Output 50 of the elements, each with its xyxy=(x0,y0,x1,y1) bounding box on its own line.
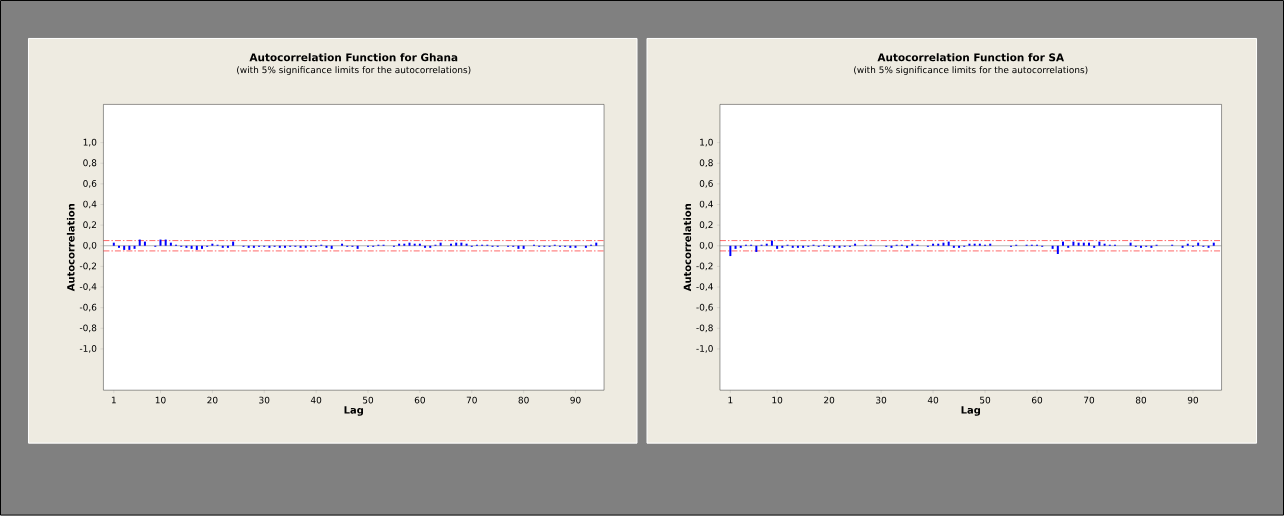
x-tick-label: 60 xyxy=(1031,396,1043,404)
y-tick-label: -0,2 xyxy=(79,262,97,271)
y-axis-title: Autocorrelation xyxy=(683,204,692,292)
y-tick-label: 1,0 xyxy=(700,138,713,147)
y-tick-label: 0,4 xyxy=(699,200,713,209)
y-tick-label: -1,0 xyxy=(79,345,97,353)
y-tick-label: 1,0 xyxy=(83,138,97,147)
x-tick-label: 10 xyxy=(772,396,783,404)
y-tick-label: 0,8 xyxy=(699,159,713,168)
x-tick-label: 10 xyxy=(155,396,166,404)
y-tick-label: -0,8 xyxy=(79,324,97,333)
y-tick-label: 0,2 xyxy=(699,221,713,230)
y-tick-label: -1,0 xyxy=(696,345,713,353)
y-tick-label: 0,6 xyxy=(83,180,97,188)
x-tick-label: 80 xyxy=(1135,396,1147,404)
x-tick-label: 50 xyxy=(980,396,991,404)
x-tick-label: 90 xyxy=(1187,396,1199,404)
x-tick-label: 30 xyxy=(259,396,270,404)
y-tick-label: 0,8 xyxy=(83,159,97,168)
x-tick-label: 90 xyxy=(570,396,581,404)
y-tick-label: 0,0 xyxy=(83,242,97,250)
x-tick-label: 20 xyxy=(207,396,218,404)
x-tick-label: 70 xyxy=(466,396,477,404)
x-tick-label: 40 xyxy=(927,396,939,404)
y-tick-label: -0,6 xyxy=(696,304,713,312)
x-axis-title: Lag xyxy=(961,406,981,416)
x-tick-label: 60 xyxy=(414,396,425,404)
y-tick-label: 0,2 xyxy=(83,221,97,230)
x-tick-label: 1 xyxy=(728,396,733,404)
chart-subtitle: (with 5% significance limits for the autocorrelations) xyxy=(237,66,471,76)
y-tick-label: 0,6 xyxy=(699,180,713,188)
y-tick-label: -0,4 xyxy=(696,283,713,292)
x-tick-label: 40 xyxy=(310,396,322,404)
y-axis-title: Autocorrelation xyxy=(66,204,75,292)
x-tick-label: 80 xyxy=(518,396,529,404)
x-tick-label: 30 xyxy=(876,396,887,404)
x-axis-title: Lag xyxy=(344,406,363,416)
chart-subtitle: (with 5% significance limits for the autocorrelations) xyxy=(854,66,1088,76)
x-tick-label: 1 xyxy=(111,396,116,404)
y-tick-label: 0,0 xyxy=(699,242,713,250)
chart-title: Autocorrelation Function for Ghana xyxy=(249,53,458,62)
y-tick-label: -0,6 xyxy=(79,304,97,312)
y-tick-label: -0,2 xyxy=(696,262,713,271)
y-tick-label: 0,4 xyxy=(83,200,97,209)
x-tick-label: 70 xyxy=(1084,396,1095,404)
x-tick-label: 50 xyxy=(362,396,374,404)
chart-title: Autocorrelation Function for SA xyxy=(877,53,1065,62)
y-tick-label: -0,4 xyxy=(79,283,97,292)
x-tick-label: 20 xyxy=(824,396,835,404)
y-tick-label: -0,8 xyxy=(696,324,713,333)
